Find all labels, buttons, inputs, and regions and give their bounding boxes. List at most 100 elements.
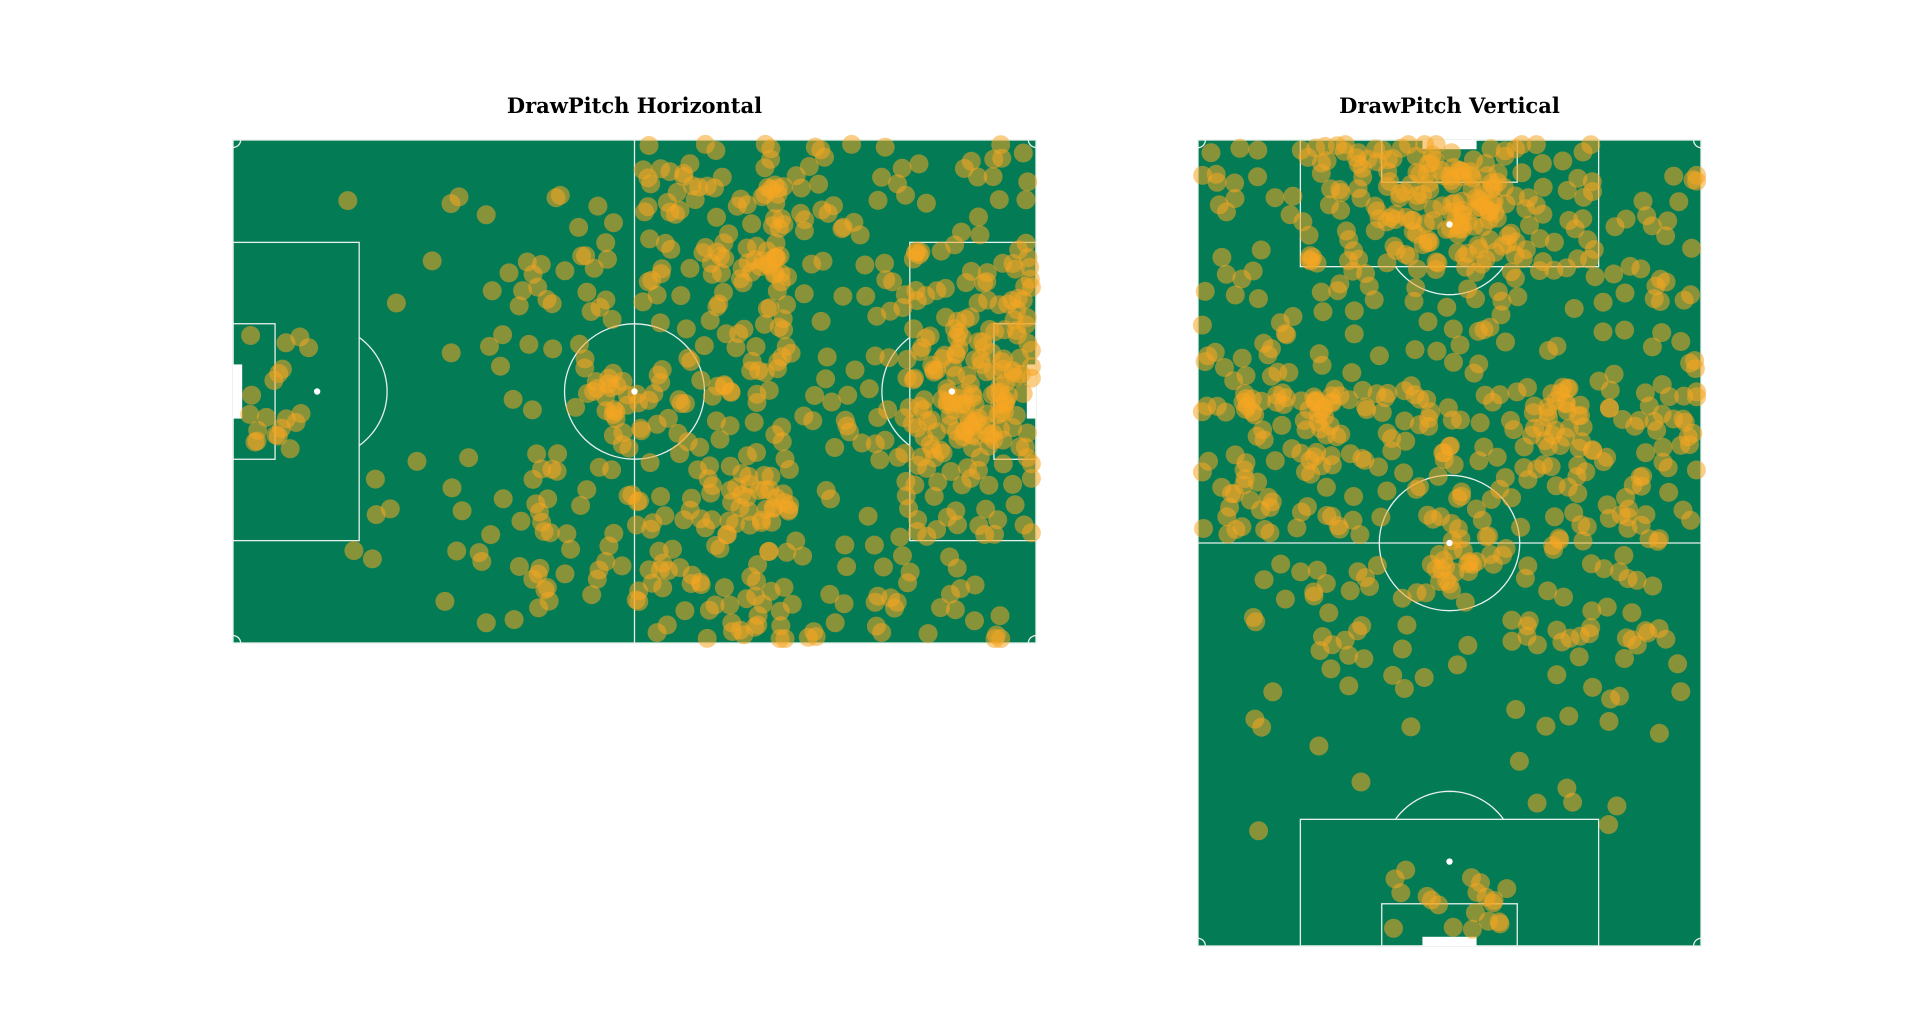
event-point bbox=[1682, 238, 1702, 258]
event-point bbox=[1344, 301, 1364, 321]
event-point bbox=[742, 351, 762, 371]
event-point bbox=[509, 296, 529, 316]
event-point bbox=[491, 356, 510, 376]
event-point bbox=[575, 349, 595, 369]
event-point bbox=[1306, 138, 1326, 158]
event-point bbox=[1021, 523, 1041, 543]
event-point bbox=[671, 394, 691, 413]
event-point bbox=[1225, 285, 1245, 305]
event-point bbox=[1581, 135, 1601, 155]
event-point bbox=[1248, 140, 1268, 160]
event-point bbox=[875, 253, 894, 273]
event-point bbox=[1348, 143, 1368, 163]
event-point bbox=[710, 429, 730, 449]
event-point bbox=[1354, 649, 1374, 669]
event-point bbox=[1215, 358, 1234, 377]
event-point bbox=[1247, 426, 1267, 446]
event-point bbox=[955, 309, 975, 329]
event-point bbox=[671, 286, 691, 306]
chart-title-vertical: DrawPitch Vertical bbox=[1339, 93, 1560, 118]
event-point bbox=[344, 541, 364, 561]
event-point bbox=[893, 546, 912, 566]
event-point bbox=[407, 451, 427, 471]
event-point bbox=[1340, 581, 1360, 601]
event-point bbox=[1493, 545, 1513, 565]
event-point bbox=[845, 360, 865, 380]
event-point bbox=[834, 594, 854, 614]
event-point bbox=[895, 285, 915, 305]
event-point bbox=[1348, 179, 1368, 199]
event-point bbox=[362, 549, 382, 569]
event-point bbox=[866, 616, 886, 636]
event-point bbox=[714, 282, 733, 302]
event-point bbox=[667, 182, 687, 202]
event-point bbox=[1392, 639, 1412, 659]
event-point bbox=[888, 174, 907, 194]
event-point bbox=[1317, 151, 1337, 171]
event-point bbox=[1611, 505, 1631, 525]
event-point bbox=[569, 217, 589, 237]
event-point bbox=[1604, 364, 1624, 384]
horizontal-pitch-chart bbox=[232, 134, 1041, 649]
event-point bbox=[548, 444, 568, 464]
event-point bbox=[1673, 409, 1693, 429]
event-point bbox=[513, 281, 533, 301]
event-point bbox=[734, 625, 754, 645]
event-point bbox=[1427, 341, 1447, 361]
event-point bbox=[647, 623, 667, 643]
event-point bbox=[1309, 736, 1329, 756]
event-point bbox=[1564, 299, 1584, 318]
event-point bbox=[1563, 792, 1583, 812]
centre-spot bbox=[631, 388, 638, 395]
event-point bbox=[1258, 345, 1278, 365]
event-point bbox=[1364, 290, 1384, 310]
event-point bbox=[1377, 481, 1397, 501]
event-point bbox=[1443, 174, 1463, 194]
event-point bbox=[1321, 446, 1341, 466]
event-point bbox=[965, 350, 985, 370]
event-point bbox=[1021, 468, 1041, 488]
event-point bbox=[1491, 305, 1511, 325]
event-point bbox=[1339, 230, 1359, 250]
event-point bbox=[613, 371, 633, 391]
event-point bbox=[947, 558, 967, 578]
event-point bbox=[1610, 562, 1629, 582]
penalty-arc-left bbox=[1394, 790, 1505, 820]
event-point bbox=[1396, 245, 1415, 264]
event-point bbox=[1406, 479, 1426, 499]
event-point bbox=[365, 469, 385, 489]
event-point bbox=[1577, 517, 1597, 537]
event-point bbox=[833, 217, 853, 237]
event-point bbox=[794, 284, 814, 304]
event-point bbox=[825, 613, 845, 633]
event-point bbox=[1443, 319, 1463, 339]
event-point bbox=[965, 611, 984, 631]
event-point bbox=[1527, 635, 1547, 655]
event-point bbox=[1659, 387, 1679, 407]
event-point bbox=[765, 425, 785, 445]
event-point bbox=[617, 395, 637, 415]
event-point bbox=[912, 338, 932, 357]
event-point bbox=[757, 299, 777, 319]
event-point bbox=[1348, 562, 1368, 582]
event-point bbox=[280, 439, 300, 459]
event-point bbox=[916, 193, 936, 213]
event-point bbox=[917, 526, 937, 546]
event-point bbox=[1502, 631, 1522, 651]
event-point bbox=[864, 535, 884, 555]
event-point bbox=[557, 524, 577, 544]
event-point bbox=[1330, 274, 1350, 294]
event-point bbox=[1442, 143, 1461, 163]
event-point bbox=[531, 255, 551, 274]
event-point bbox=[969, 207, 988, 227]
event-point bbox=[714, 578, 734, 598]
event-point bbox=[1445, 193, 1465, 213]
event-point bbox=[1015, 276, 1035, 296]
event-point bbox=[1615, 649, 1634, 668]
event-point bbox=[469, 543, 489, 563]
event-point bbox=[1343, 261, 1363, 281]
event-point bbox=[1414, 668, 1434, 687]
vertical-pitch-chart bbox=[1192, 135, 1707, 947]
event-point bbox=[809, 174, 829, 194]
event-point bbox=[1003, 474, 1023, 494]
